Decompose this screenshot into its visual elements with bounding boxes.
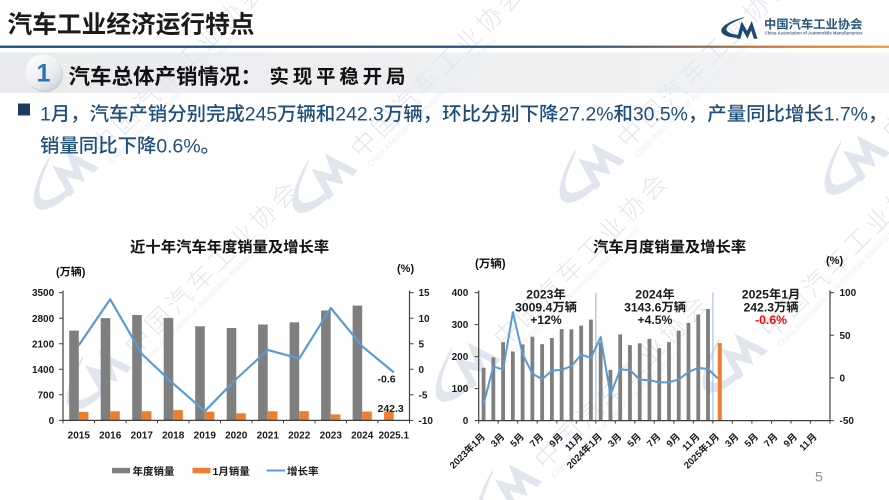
svg-text:1.7%: 1.7% bbox=[824, 104, 868, 126]
svg-text:-10: -10 bbox=[419, 416, 434, 427]
svg-text:2020: 2020 bbox=[225, 430, 248, 441]
svg-text:27.2%: 27.2% bbox=[559, 104, 614, 126]
svg-text:-5: -5 bbox=[419, 390, 428, 401]
svg-text:1: 1 bbox=[213, 466, 219, 478]
svg-text:2022: 2022 bbox=[288, 430, 311, 441]
svg-text:9: 9 bbox=[665, 438, 677, 450]
svg-text:2024: 2024 bbox=[635, 288, 662, 302]
svg-text:0: 0 bbox=[419, 365, 425, 376]
svg-text:(: ( bbox=[56, 267, 60, 279]
svg-text:2023: 2023 bbox=[526, 288, 553, 302]
svg-text:3: 3 bbox=[489, 438, 501, 450]
svg-text:0.6%: 0.6% bbox=[156, 135, 200, 157]
svg-text:200: 200 bbox=[452, 352, 469, 363]
svg-text:242.3: 242.3 bbox=[744, 300, 775, 314]
svg-text:3: 3 bbox=[606, 438, 618, 450]
svg-text:5: 5 bbox=[815, 469, 823, 485]
svg-text:7: 7 bbox=[528, 438, 540, 450]
svg-text:3500: 3500 bbox=[32, 288, 55, 299]
svg-text:0: 0 bbox=[49, 416, 55, 427]
svg-text:100: 100 bbox=[840, 288, 857, 299]
svg-text:5: 5 bbox=[419, 339, 425, 350]
svg-text:): ) bbox=[502, 259, 506, 271]
svg-text:(%): (%) bbox=[826, 255, 843, 267]
svg-text:2015: 2015 bbox=[68, 430, 91, 441]
svg-text:10: 10 bbox=[419, 314, 431, 325]
svg-text:1: 1 bbox=[40, 104, 51, 126]
svg-text:2023: 2023 bbox=[320, 430, 343, 441]
svg-text:China Association of Automobil: China Association of Automobile Manufact… bbox=[765, 31, 864, 36]
svg-text:2025.1: 2025.1 bbox=[379, 430, 410, 441]
svg-text:0: 0 bbox=[463, 416, 469, 427]
svg-text:-0.6: -0.6 bbox=[378, 374, 396, 386]
svg-text:700: 700 bbox=[38, 390, 55, 401]
svg-text:2025: 2025 bbox=[742, 288, 769, 302]
svg-text:300: 300 bbox=[452, 320, 469, 331]
svg-text:1: 1 bbox=[37, 59, 51, 87]
svg-text:+4.5%: +4.5% bbox=[638, 313, 673, 327]
svg-text:15: 15 bbox=[419, 288, 431, 299]
svg-text:50: 50 bbox=[840, 331, 852, 342]
svg-text:3009.4: 3009.4 bbox=[515, 300, 552, 314]
svg-text:7: 7 bbox=[762, 438, 774, 450]
svg-text:2024: 2024 bbox=[351, 430, 374, 441]
svg-text:2100: 2100 bbox=[32, 339, 55, 350]
svg-text:3: 3 bbox=[723, 438, 735, 450]
svg-text:0: 0 bbox=[840, 374, 846, 385]
svg-text:242.3: 242.3 bbox=[335, 104, 384, 126]
svg-text:3143.6: 3143.6 bbox=[624, 300, 661, 314]
svg-text:(%): (%) bbox=[397, 263, 414, 275]
svg-text:2017: 2017 bbox=[131, 430, 154, 441]
svg-text:30.5%: 30.5% bbox=[633, 104, 688, 126]
svg-text:2021: 2021 bbox=[257, 430, 280, 441]
svg-text:-0.6%: -0.6% bbox=[755, 313, 787, 327]
svg-text:1: 1 bbox=[781, 288, 788, 302]
svg-text:-50: -50 bbox=[840, 416, 855, 427]
svg-text:2016: 2016 bbox=[99, 430, 122, 441]
svg-text:2018: 2018 bbox=[162, 430, 185, 441]
svg-text:): ) bbox=[82, 267, 86, 279]
svg-text:7: 7 bbox=[645, 438, 657, 450]
svg-text:245: 245 bbox=[245, 104, 277, 126]
svg-text:400: 400 bbox=[452, 288, 469, 299]
svg-text:2800: 2800 bbox=[32, 314, 55, 325]
svg-text:100: 100 bbox=[452, 384, 469, 395]
svg-text:+12%: +12% bbox=[530, 313, 562, 327]
svg-text:2019: 2019 bbox=[194, 430, 217, 441]
svg-text:(: ( bbox=[475, 259, 479, 271]
svg-text:1400: 1400 bbox=[32, 365, 55, 376]
svg-text:242.3: 242.3 bbox=[378, 403, 404, 415]
svg-text:9: 9 bbox=[782, 438, 794, 450]
svg-text:9: 9 bbox=[547, 438, 559, 450]
